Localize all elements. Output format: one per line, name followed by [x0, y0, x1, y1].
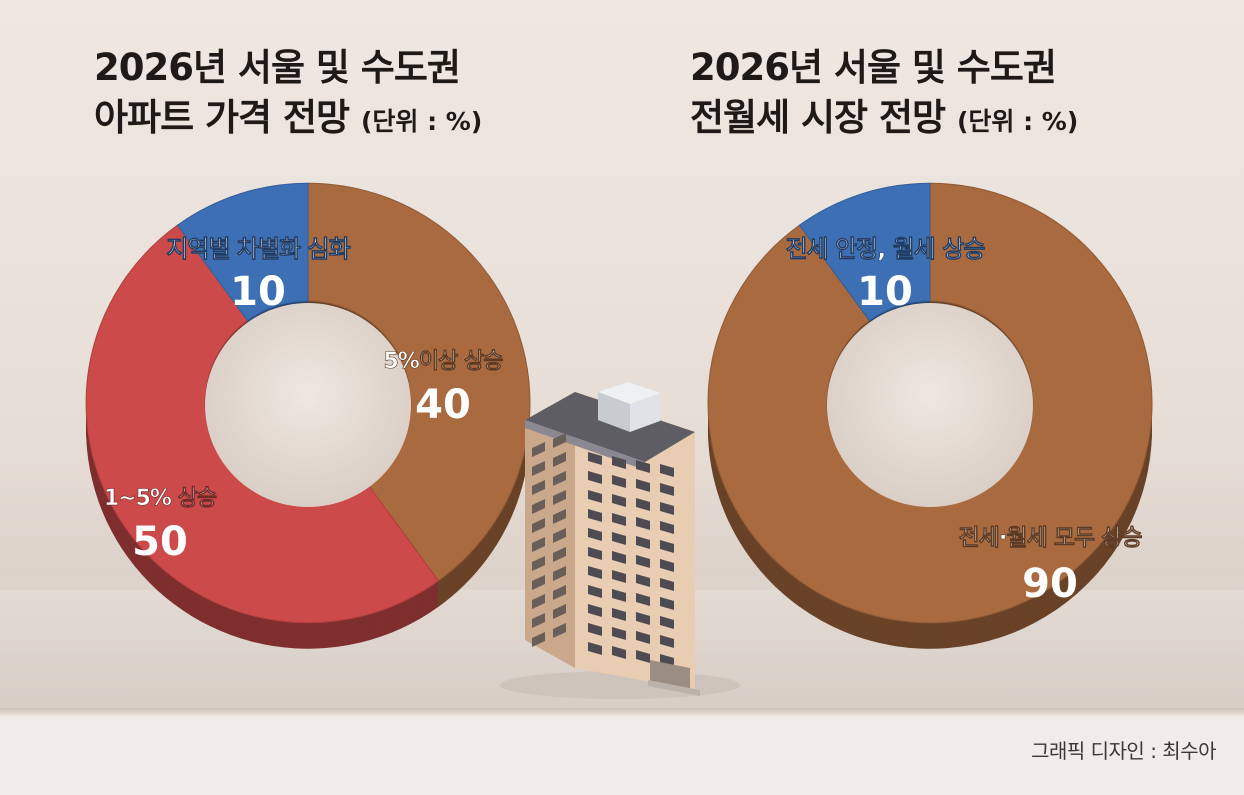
label-regional-diff: 지역별 차별화 심화 — [166, 235, 350, 263]
building-window-side — [553, 509, 566, 524]
graphic-credit: 그래픽 디자인 : 최수아 — [1031, 739, 1216, 763]
slice-0-2 — [176, 182, 309, 322]
building-window — [636, 593, 650, 606]
right-title-line2: 전월세 시장 전망 — [690, 96, 946, 139]
building-window — [588, 528, 602, 541]
building-window-side — [553, 585, 566, 600]
label-both-rise-value: 90 — [1022, 561, 1078, 607]
building-window — [636, 479, 650, 492]
building-window — [660, 597, 674, 610]
label-1-5pct-rise-value: 50 — [132, 519, 188, 565]
building-window — [612, 475, 626, 488]
building-window-side — [532, 480, 545, 495]
left-chart-title: 2026년 서울 및 수도권 아파트 가격 전망 (단위 : %) — [94, 43, 482, 147]
apartment-building-illustration — [500, 382, 740, 699]
building-window — [612, 456, 626, 469]
building-window — [636, 498, 650, 511]
building-window — [660, 635, 674, 648]
building-window-side — [532, 461, 545, 476]
building-window — [588, 642, 602, 655]
building-window — [660, 540, 674, 553]
building-window-side — [553, 547, 566, 562]
right-title-line1: 2026년 서울 및 수도권 — [690, 46, 1057, 89]
building-window-side — [532, 537, 545, 552]
label-regional-diff-value: 10 — [230, 269, 286, 315]
left-title-line2: 아파트 가격 전망 — [94, 96, 350, 139]
donut-chart-left: 5%이상 상승 40 1~5% 상승 50 지역별 차별화 심화 10 — [85, 182, 531, 649]
building-window — [612, 513, 626, 526]
building-window — [588, 452, 602, 465]
right-unit-label: (단위 : %) — [956, 107, 1079, 136]
building-window — [588, 604, 602, 617]
building-window-side — [532, 442, 545, 457]
slice-0-0 — [307, 182, 531, 582]
donut-hole-1 — [827, 303, 1033, 507]
building-window — [636, 536, 650, 549]
building-window-side — [553, 528, 566, 543]
building-window — [660, 616, 674, 629]
building-window — [612, 608, 626, 621]
building-window-side — [553, 452, 566, 467]
bottom-strip — [0, 716, 1244, 795]
building-window — [660, 464, 674, 477]
building-window — [612, 570, 626, 583]
building-window — [612, 646, 626, 659]
left-unit-label: (단위 : %) — [360, 107, 483, 136]
building-window-side — [553, 490, 566, 505]
right-chart-title: 2026년 서울 및 수도권 전월세 시장 전망 (단위 : %) — [690, 43, 1078, 147]
building-window — [636, 460, 650, 473]
donut-chart-right: 전세·월세 모두 상승 90 전세 안정, 월세 상승 10 — [707, 182, 1153, 649]
building-window — [660, 502, 674, 515]
building-window-side — [553, 433, 566, 448]
building-window — [588, 547, 602, 560]
building-window — [660, 559, 674, 572]
building-window-side — [553, 623, 566, 638]
label-jeonse-stable-value: 10 — [857, 269, 913, 315]
building-window-side — [532, 632, 545, 647]
building-window — [612, 627, 626, 640]
building-window — [588, 623, 602, 636]
building-window-side — [532, 613, 545, 628]
building-window-side — [532, 575, 545, 590]
building-window — [612, 551, 626, 564]
building-window — [588, 490, 602, 503]
building-window — [660, 483, 674, 496]
shelf-edge — [0, 708, 1244, 716]
building-window-side — [553, 566, 566, 581]
building-window — [612, 494, 626, 507]
label-5pct-plus-rise-value: 40 — [415, 382, 471, 428]
building-window — [588, 509, 602, 522]
building-window-side — [553, 604, 566, 619]
label-both-rise: 전세·월세 모두 상승 — [958, 525, 1142, 551]
building-window-side — [532, 594, 545, 609]
building-window-side — [532, 518, 545, 533]
donut-hole-0 — [205, 303, 411, 507]
building-window — [588, 471, 602, 484]
building-window — [588, 585, 602, 598]
label-1-5pct-rise: 1~5% 상승 — [104, 486, 217, 511]
building-window — [636, 574, 650, 587]
building-window — [660, 578, 674, 591]
building-window-side — [532, 499, 545, 514]
building-window — [636, 555, 650, 568]
left-title-line1: 2026년 서울 및 수도권 — [94, 46, 461, 89]
slice-1-1 — [798, 182, 931, 322]
building-window — [636, 517, 650, 530]
building-window — [636, 612, 650, 625]
building-window — [636, 650, 650, 663]
building-window — [660, 521, 674, 534]
building-window-side — [553, 471, 566, 486]
building-window — [612, 532, 626, 545]
building-window — [636, 631, 650, 644]
building-window — [612, 589, 626, 602]
building-window — [588, 566, 602, 579]
building-window-side — [532, 556, 545, 571]
building-windows — [532, 433, 674, 667]
label-jeonse-stable: 전세 안정, 월세 상승 — [786, 235, 986, 263]
label-5pct-plus-rise: 5%이상 상승 — [384, 349, 504, 374]
